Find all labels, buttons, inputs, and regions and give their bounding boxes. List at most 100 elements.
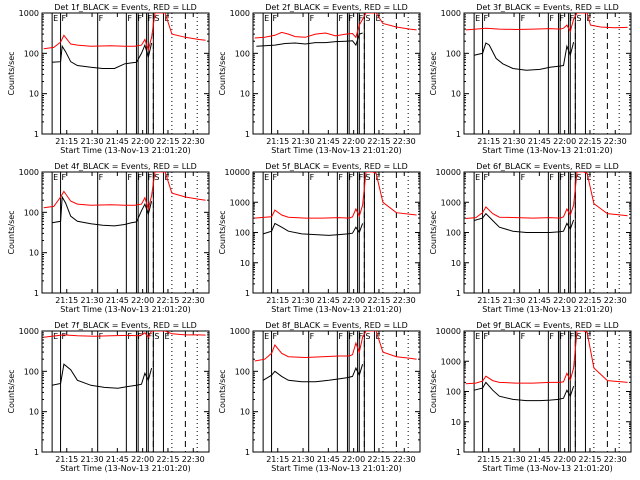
panel-6-x-tick-label: 21:30 (503, 296, 526, 305)
panel-7-marker-label: F (148, 332, 153, 341)
panel-2-title: Det 2f_BLACK = Events, RED = LLD (265, 3, 408, 12)
panel-6-x-tick-label: 21:45 (528, 296, 551, 305)
panel-5-y-tick-label: 10 (240, 259, 250, 268)
panel-8-y-tick-label: 1 (245, 448, 250, 457)
panel-2-y-tick-label: 100 (235, 49, 250, 58)
panel-6-marker-label: S (576, 173, 581, 182)
panel-9-marker-label: F (549, 332, 554, 341)
panel-9-title: Det 9f_BLACK = Events, RED = LLD (476, 321, 619, 330)
panel-2-marker-label: S (365, 14, 370, 23)
panel-5-x-tick-label: 21:45 (317, 296, 340, 305)
panel-6-y-tick-label: 1 (456, 289, 461, 298)
panel-7-series-lld (43, 331, 206, 339)
panel-5-frame (252, 171, 421, 294)
panel-8-x-tick-label: 22:30 (393, 455, 416, 464)
panel-6-marker-label: E (475, 173, 480, 182)
panel-2-ylabel: Counts/sec (218, 51, 227, 95)
panel-3-series-lld (465, 13, 628, 33)
panel-5-marker-label: F (338, 173, 343, 182)
panel-1-marker-label: F (137, 14, 142, 23)
panel-7-x-tick-label: 21:15 (55, 455, 78, 464)
panel-7-y-tick-label: 1 (34, 448, 39, 457)
panel-5-ylabel: Counts/sec (218, 210, 227, 254)
panel-6-marker-label: F (570, 173, 575, 182)
panel-7-x-tick-label: 21:30 (81, 455, 104, 464)
panel-3-ylabel: Counts/sec (429, 51, 438, 95)
panel-7-series-events (51, 363, 153, 389)
panel-8-y-tick-label: 100 (235, 367, 250, 376)
panel-2-x-tick-label: 22:15 (367, 137, 390, 146)
panel-2-marker-label: E (264, 14, 269, 23)
panel-4-marker-label: F (62, 173, 67, 182)
panel-4-series-lld (43, 172, 206, 212)
panel-1-marker-label: F (127, 14, 132, 23)
panel-3-y-tick-label: 1000 (441, 9, 461, 18)
panel-3-y-tick-label: 1 (456, 130, 461, 139)
panel-4-series-events (52, 195, 153, 227)
panel-5-x-tick-label: 22:30 (393, 296, 416, 305)
panel-2-series-lld (254, 13, 417, 39)
panel-6-title: Det 6f_BLACK = Events, RED = LLD (476, 162, 619, 171)
panel-6-y-tick-label: 10000 (436, 168, 461, 177)
panel-1-marker-label: F (62, 14, 67, 23)
panel-1-marker-label: F (99, 14, 104, 23)
panel-6-x-tick-label: 22:00 (553, 296, 576, 305)
panel-4-x-tick-label: 22:30 (182, 296, 205, 305)
panel-7-marker-label: F (62, 332, 67, 341)
panel-7-x-tick-label: 22:30 (182, 455, 205, 464)
panel-3-x-tick-label: 21:15 (477, 137, 500, 146)
panel-1-series-lld (43, 13, 206, 52)
panel-9-ylabel: Counts/sec (429, 369, 438, 413)
panel-3-marker-label: F (521, 14, 526, 23)
panel-4-marker-label: F (99, 173, 104, 182)
panel-5-x-tick-label: 21:30 (292, 296, 315, 305)
panel-4-x-tick-label: 21:45 (106, 296, 129, 305)
panel-5-series-lld (254, 172, 417, 219)
panel-5-marker-label: F (359, 173, 364, 182)
panel-7-y-tick-label: 10 (29, 408, 39, 417)
panel-8-x-tick-label: 22:00 (342, 455, 365, 464)
panel-2-marker-label: F (348, 14, 353, 23)
panel-4-title: Det 4f_BLACK = Events, RED = LLD (54, 162, 197, 171)
panel-8-ylabel: Counts/sec (218, 369, 227, 413)
panel-9-series-events (473, 381, 575, 402)
panel-3-x-tick-label: 22:30 (604, 137, 627, 146)
panel-9-series-lld (465, 331, 628, 385)
panel-6-marker-label: F (559, 173, 564, 182)
panel-1-y-tick-label: 100 (24, 49, 39, 58)
panel-4-x-tick-label: 21:30 (81, 296, 104, 305)
panel-5-x-tick-label: 22:15 (367, 296, 390, 305)
panel-9-marker-label: F (559, 332, 564, 341)
panel-7-x-tick-label: 22:00 (131, 455, 154, 464)
panel-3-x-tick-label: 21:45 (528, 137, 551, 146)
panel-1-ylabel: Counts/sec (7, 51, 16, 95)
panel-1-series-events (52, 42, 153, 69)
panel-3-marker-label: S (576, 14, 581, 23)
panel-8-xlabel: Start Time (13-Nov-13 21:01:20) (271, 464, 401, 473)
panel-7-y-tick-label: 100 (24, 367, 39, 376)
panel-7-marker-label: F (127, 332, 132, 341)
panel-9-frame (463, 330, 632, 453)
panel-8-marker-label: F (359, 332, 364, 341)
panel-9-x-tick-label: 21:30 (503, 455, 526, 464)
panel-9-xlabel: Start Time (13-Nov-13 21:01:20) (482, 464, 612, 473)
panel-5-y-tick-label: 1000 (230, 198, 250, 207)
panel-1-x-tick-label: 22:30 (182, 137, 205, 146)
panel-1-frame (41, 12, 210, 135)
panel-9-y-tick-label: 100 (446, 388, 461, 397)
panel-7-y-tick-label: 1000 (19, 327, 39, 336)
panel-3-marker-label: F (549, 14, 554, 23)
panel-9-marker-label: F (570, 332, 575, 341)
panel-4-x-tick-label: 22:15 (156, 296, 179, 305)
panel-6-ylabel: Counts/sec (429, 210, 438, 254)
panel-4-y-tick-label: 1 (34, 289, 39, 298)
panel-7-marker-label: E (53, 332, 58, 341)
panel-5-marker-label: E (375, 173, 380, 182)
panel-8-x-tick-label: 21:15 (266, 455, 289, 464)
panel-3-x-tick-label: 22:15 (578, 137, 601, 146)
panel-3-marker-label: F (559, 14, 564, 23)
panel-4-y-tick-label: 1000 (19, 168, 39, 177)
panel-8-marker-label: F (273, 332, 278, 341)
panel-4-x-tick-label: 22:00 (131, 296, 154, 305)
panel-2-x-tick-label: 22:00 (342, 137, 365, 146)
